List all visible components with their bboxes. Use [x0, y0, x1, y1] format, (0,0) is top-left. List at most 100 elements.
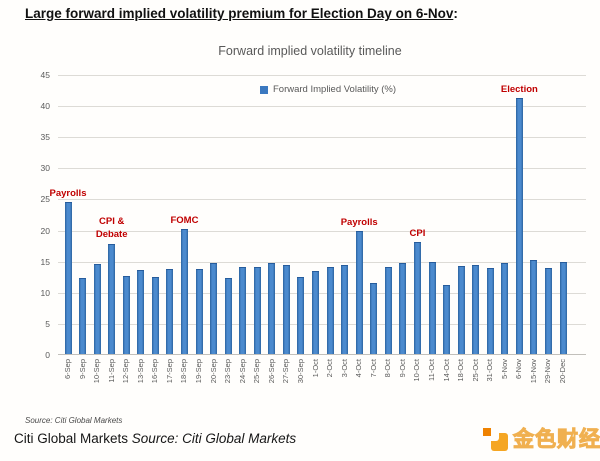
x-axis-tick-label: 11-Oct	[427, 359, 436, 381]
x-axis-tick-label: 6-Sep	[63, 359, 72, 380]
chart-title: Forward implied volatility timeline	[218, 44, 402, 58]
bar-20-Sep	[210, 262, 218, 354]
bar-9-Oct	[399, 262, 407, 354]
x-axis-tick-label: 1-Oct	[310, 359, 320, 378]
jinse-logo-text: 金色财经	[513, 428, 600, 452]
page-title-colon: :	[453, 6, 458, 21]
bar-6-Nov	[515, 97, 523, 354]
annotation-fomc: FOMC	[170, 214, 199, 226]
bar-2-Oct	[326, 267, 334, 354]
x-axis-tick-label: 4-Oct	[354, 359, 364, 378]
bar-19-Sep	[195, 269, 203, 354]
x-axis-tick-label: 11-Sep	[106, 359, 116, 383]
bar-5-Nov	[501, 263, 509, 354]
x-axis-tick-label: 9-Oct	[397, 359, 407, 378]
x-axis-tick-label: 2-Oct	[325, 359, 335, 378]
y-axis-tick-label: 35	[40, 132, 50, 143]
bar-8-Oct	[384, 266, 392, 354]
bar-25-Oct	[472, 265, 480, 354]
bar-18-Sep	[180, 228, 188, 354]
bar-14-Oct	[443, 285, 451, 354]
x-axis-tick-label: 20-Sep	[208, 359, 218, 384]
page-title-text: Large forward implied volatility premium…	[25, 6, 454, 21]
x-axis-tick-label: 18-Oct	[456, 359, 466, 382]
gridline-y-30	[58, 168, 586, 170]
bar-29-Nov	[544, 267, 552, 354]
y-axis-tick-label: 25	[40, 194, 50, 205]
x-axis-tick-label: 7-Oct	[368, 359, 378, 378]
bar-10-Sep	[93, 264, 101, 354]
page-title: Large forward implied volatility premium…	[25, 6, 458, 21]
y-axis-tick-label: 30	[40, 163, 50, 174]
bar-7-Oct	[370, 283, 378, 354]
x-axis-tick-label: 20-Dec	[558, 359, 568, 384]
y-axis-tick-label: 10	[40, 287, 50, 298]
annotation-payrolls: Payrolls	[340, 217, 378, 229]
gridline-y-35	[58, 137, 586, 139]
gridline-y-25	[58, 199, 586, 201]
bar-12-Sep	[122, 275, 130, 354]
chart-legend: Forward Implied Volatility (%)	[260, 84, 396, 95]
bar-15-Nov	[530, 260, 538, 354]
bar-9-Sep	[79, 278, 87, 354]
bar-11-Oct	[428, 262, 436, 354]
y-axis-tick-label: 40	[40, 101, 50, 112]
x-axis-tick-label: 14-Oct	[441, 359, 451, 382]
x-axis-tick-label: 6-Nov	[514, 359, 524, 380]
chart-source-note: Source: Citi Global Markets	[25, 416, 123, 425]
y-axis-tick-label: 20	[40, 225, 50, 236]
bar-11-Sep	[108, 243, 116, 354]
gridline-y-15	[58, 261, 586, 263]
x-axis-tick-label: 9-Sep	[77, 359, 87, 380]
bar-26-Sep	[268, 263, 276, 354]
bar-23-Sep	[224, 277, 232, 354]
bar-13-Sep	[137, 269, 145, 354]
x-axis-tick-label: 25-Sep	[252, 359, 262, 384]
x-axis-tick-label: 13-Sep	[135, 359, 145, 384]
gridline-y-45	[58, 75, 586, 76]
x-axis-tick-label: 8-Oct	[383, 359, 393, 378]
gridline-y-5	[58, 323, 586, 325]
x-axis-tick-label: 26-Sep	[266, 359, 276, 384]
x-axis-tick-label: 16-Sep	[150, 359, 160, 384]
x-axis-tick-label: 25-Oct	[470, 359, 480, 382]
gridline-y-20	[58, 230, 586, 232]
bar-17-Sep	[166, 269, 174, 354]
legend-label: Forward Implied Volatility (%)	[273, 84, 397, 95]
annotation-cpi-debate: CPI & Debate	[95, 216, 128, 241]
x-axis-tick-label: 31-Oct	[485, 359, 495, 382]
bar-16-Sep	[151, 277, 159, 354]
jinse-logo-icon	[483, 425, 509, 452]
bar-6-Sep	[64, 202, 72, 354]
y-axis-tick-label: 15	[40, 256, 50, 267]
caption-publisher: Citi Global Markets	[14, 431, 132, 446]
x-axis-tick-label: 18-Sep	[179, 359, 189, 384]
x-axis-tick-label: 19-Sep	[194, 359, 204, 384]
bar-31-Oct	[486, 268, 494, 354]
bar-10-Oct	[413, 241, 421, 354]
bottom-caption: Citi Global Markets Source: Citi Global …	[14, 431, 296, 446]
x-axis-tick-label: 24-Sep	[237, 359, 247, 384]
x-axis-tick-label: 10-Oct	[412, 359, 422, 382]
x-axis-tick-label: 5-Nov	[499, 359, 509, 380]
bar-1-Oct	[312, 270, 320, 354]
x-axis-tick-label: 17-Sep	[164, 359, 174, 384]
x-axis-line	[58, 354, 586, 355]
gridline-y-10	[58, 292, 586, 294]
x-axis-tick-label: 10-Sep	[92, 359, 102, 384]
bar-25-Sep	[253, 266, 261, 354]
x-axis-tick-label: 12-Sep	[121, 359, 131, 384]
y-axis-tick-label: 0	[45, 350, 50, 360]
annotation-payrolls: Payrolls	[49, 188, 87, 200]
x-axis-tick-label: 23-Sep	[223, 359, 233, 384]
bar-27-Sep	[282, 265, 290, 354]
bar-3-Oct	[341, 265, 349, 354]
x-axis-tick-label: 29-Nov	[543, 359, 553, 384]
bar-30-Sep	[297, 277, 305, 354]
annotation-election: Election	[500, 83, 538, 95]
jinse-finance-logo: 金色财经	[483, 423, 600, 453]
bar-20-Dec	[559, 262, 567, 354]
y-axis-tick-label: 45	[40, 70, 50, 80]
legend-square-icon	[260, 85, 268, 94]
